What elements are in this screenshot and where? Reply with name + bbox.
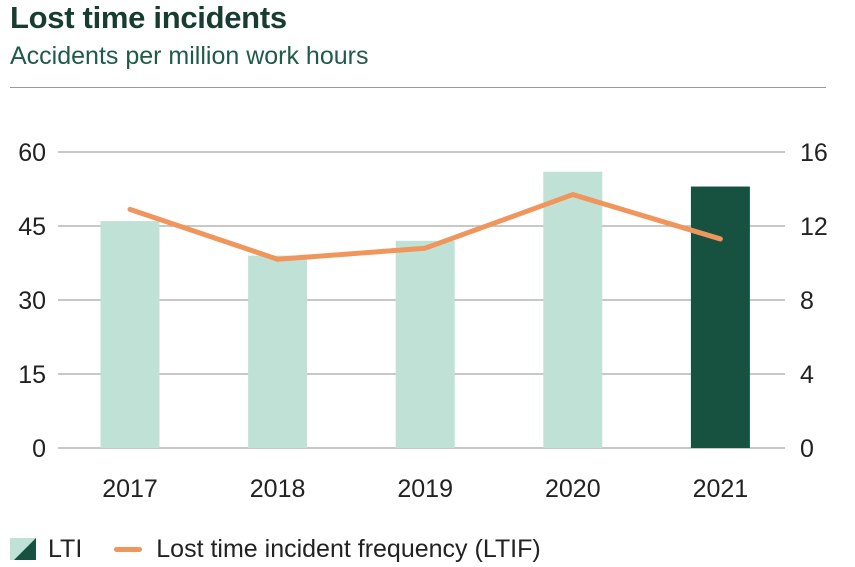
legend-lti-label: LTI (48, 534, 83, 563)
y-left-tick-label: 30 (18, 287, 46, 315)
legend-lti-swatch-icon (10, 538, 36, 560)
bar-lti-2018 (248, 255, 308, 448)
legend: LTI Lost time incident frequency (LTIF) (10, 533, 541, 565)
y-left-tick-label: 60 (18, 139, 46, 167)
x-tick-label: 2017 (102, 475, 158, 503)
header-divider (10, 87, 826, 88)
bar-lti-2019 (395, 240, 455, 448)
bar-lti-2021 (690, 186, 750, 449)
y-right-tick-label: 8 (800, 287, 814, 315)
line-series-ltif (127, 192, 723, 262)
y-right-tick-label: 4 (800, 361, 814, 389)
axis-tick-labels: 0 15 30 45 60 0 4 8 12 16 2017 2018 2019 2020 2021 (18, 139, 828, 503)
y-left-tick-label: 15 (18, 361, 46, 389)
bar-lti-2017 (100, 221, 160, 448)
x-tick-label: 2020 (545, 475, 601, 503)
y-left-tick-label: 45 (18, 213, 46, 241)
chart-title: Lost time incidents (10, 0, 287, 35)
y-right-tick-label: 0 (800, 435, 814, 463)
y-right-tick-label: 12 (800, 213, 828, 241)
y-right-tick-label: 16 (800, 139, 828, 167)
legend-ltif-line-icon (114, 546, 143, 552)
chart-subtitle: Accidents per million work hours (10, 42, 369, 70)
x-tick-label: 2018 (250, 475, 306, 503)
legend-ltif-label: Lost time incident frequency (LTIF) (156, 534, 541, 563)
x-tick-label: 2021 (693, 475, 749, 503)
x-tick-label: 2019 (397, 475, 453, 503)
bar-series-lti (100, 171, 750, 449)
line-ltif (127, 192, 723, 262)
bar-lti-2020 (543, 171, 603, 448)
y-left-tick-label: 0 (32, 435, 46, 463)
